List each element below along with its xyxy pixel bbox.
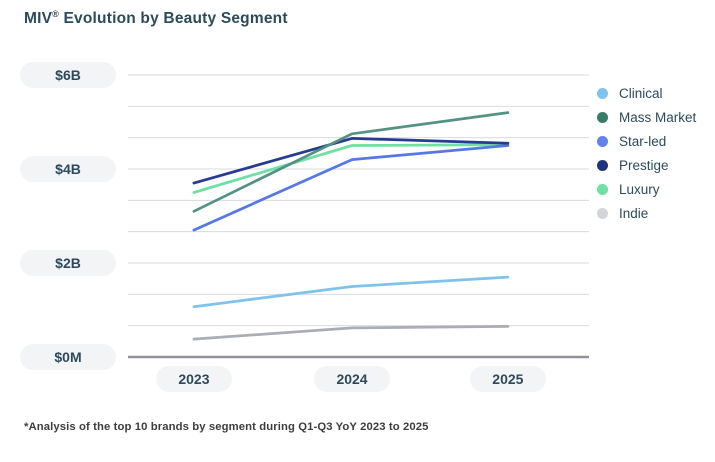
y-axis-label--2b: $2B [20,250,116,276]
y-axis-label--0m: $0M [20,344,116,370]
legend-item-indie: Indie [597,201,696,225]
series-line-clinical [192,275,510,309]
series-line-indie [192,325,510,341]
line-chart-plot-area [128,74,589,359]
legend-label: Clinical [619,85,663,101]
legend-item-star-led: Star-led [597,129,696,153]
legend-marker-icon [597,183,608,195]
legend-label: Star-led [619,133,667,149]
legend-label: Luxury [619,181,660,197]
title-text: MIV [24,10,53,28]
series-line-mass-market [192,111,510,213]
legend-item-clinical: Clinical [597,81,696,105]
series-line-luxury [192,143,510,194]
legend-marker-icon [597,207,608,219]
y-axis-label--6b: $6B [20,62,116,88]
legend-item-mass-market: Mass Market [597,105,696,129]
registered-trademark-icon: ® [52,9,60,19]
series-line-prestige [192,137,510,185]
x-axis-label-2024: 2024 [314,366,391,392]
series-line-star-led [192,144,510,232]
y-axis-label--4b: $4B [20,156,116,182]
page-title: MIV® Evolution by Beauty Segment [24,9,288,28]
legend-marker-icon [597,87,608,99]
legend-item-luxury: Luxury [597,177,696,201]
title-text-rest: Evolution by Beauty Segment [59,10,288,28]
x-axis-label-2023: 2023 [155,366,232,392]
legend-label: Indie [619,205,649,221]
legend-label: Prestige [619,157,669,173]
legend: Clinical Mass Market Star-led Prestige Luxur… [597,81,696,225]
legend-marker-icon [597,135,608,147]
legend-item-prestige: Prestige [597,153,696,177]
x-axis-label-2025: 2025 [469,366,546,392]
legend-marker-icon [597,111,608,123]
legend-label: Mass Market [619,109,697,125]
footnote: *Analysis of the top 10 brands by segmen… [24,421,429,433]
legend-marker-icon [597,159,608,171]
